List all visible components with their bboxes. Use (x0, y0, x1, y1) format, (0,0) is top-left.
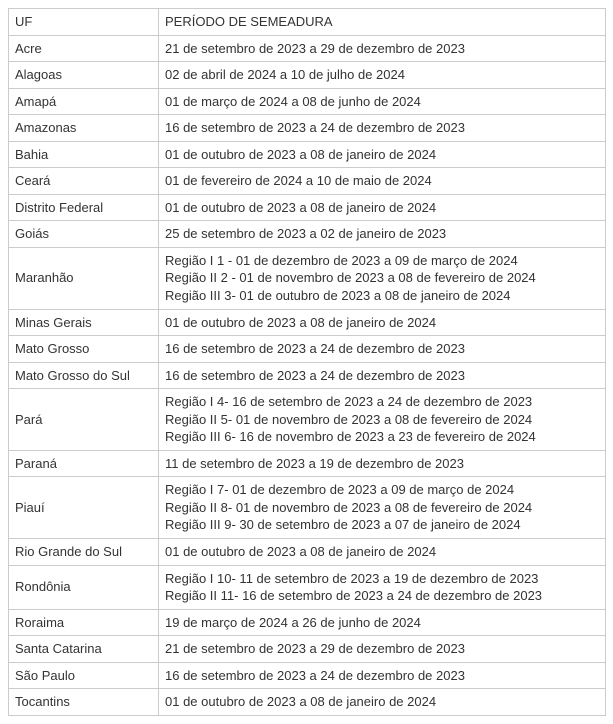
periodo-line: Região III 3- 01 de outubro de 2023 a 08… (165, 287, 599, 305)
periodo-line: 01 de outubro de 2023 a 08 de janeiro de… (165, 146, 599, 164)
table-row: Amazonas 16 de setembro de 2023 a 24 de d… (9, 115, 606, 142)
table-row: Roraima 19 de março de 2024 a 26 de junho… (9, 609, 606, 636)
periodo-line: 11 de setembro de 2023 a 19 de dezembro … (165, 455, 599, 473)
semeadura-table: UF PERÍODO DE SEMEADURA Acre 21 de setemb… (8, 8, 606, 716)
cell-periodo: 21 de setembro de 2023 a 29 de dezembro … (159, 35, 606, 62)
cell-periodo: 11 de setembro de 2023 a 19 de dezembro … (159, 450, 606, 477)
periodo-line: Região III 6- 16 de novembro de 2023 a 2… (165, 428, 599, 446)
periodo-line: 16 de setembro de 2023 a 24 de dezembro … (165, 367, 599, 385)
table-row: Bahia 01 de outubro de 2023 a 08 de janei… (9, 141, 606, 168)
cell-periodo: 25 de setembro de 2023 a 02 de janeiro d… (159, 221, 606, 248)
cell-uf: Bahia (9, 141, 159, 168)
table-row: Acre 21 de setembro de 2023 a 29 de dezem… (9, 35, 606, 62)
table-row: Rio Grande do Sul 01 de outubro de 2023 a… (9, 539, 606, 566)
periodo-line: 16 de setembro de 2023 a 24 de dezembro … (165, 667, 599, 685)
cell-uf: Distrito Federal (9, 194, 159, 221)
cell-periodo: 21 de setembro de 2023 a 29 de dezembro … (159, 636, 606, 663)
table-row: Piauí Região I 7- 01 de dezembro de 2023 … (9, 477, 606, 539)
cell-uf: Paraná (9, 450, 159, 477)
cell-periodo: 01 de outubro de 2023 a 08 de janeiro de… (159, 141, 606, 168)
cell-uf: Ceará (9, 168, 159, 195)
cell-uf: Piauí (9, 477, 159, 539)
periodo-line: Região II 2 - 01 de novembro de 2023 a 0… (165, 269, 599, 287)
cell-uf: Tocantins (9, 689, 159, 716)
cell-periodo: 01 de outubro de 2023 a 08 de janeiro de… (159, 309, 606, 336)
periodo-line: Região I 1 - 01 de dezembro de 2023 a 09… (165, 252, 599, 270)
cell-periodo: 01 de outubro de 2023 a 08 de janeiro de… (159, 194, 606, 221)
cell-periodo: Região I 7- 01 de dezembro de 2023 a 09 … (159, 477, 606, 539)
periodo-line: 16 de setembro de 2023 a 24 de dezembro … (165, 340, 599, 358)
cell-uf: Mato Grosso (9, 336, 159, 363)
cell-periodo: 01 de fevereiro de 2024 a 10 de maio de … (159, 168, 606, 195)
cell-uf: Santa Catarina (9, 636, 159, 663)
cell-uf: Goiás (9, 221, 159, 248)
periodo-line: 21 de setembro de 2023 a 29 de dezembro … (165, 640, 599, 658)
cell-periodo: 16 de setembro de 2023 a 24 de dezembro … (159, 362, 606, 389)
header-periodo: PERÍODO DE SEMEADURA (159, 9, 606, 36)
table-row: Distrito Federal 01 de outubro de 2023 a … (9, 194, 606, 221)
cell-periodo: 01 de outubro de 2023 a 08 de janeiro de… (159, 539, 606, 566)
periodo-line: 25 de setembro de 2023 a 02 de janeiro d… (165, 225, 599, 243)
periodo-line: 01 de outubro de 2023 a 08 de janeiro de… (165, 199, 599, 217)
cell-uf: Alagoas (9, 62, 159, 89)
cell-uf: Minas Gerais (9, 309, 159, 336)
periodo-line: Região II 8- 01 de novembro de 2023 a 08… (165, 499, 599, 517)
periodo-line: 01 de março de 2024 a 08 de junho de 202… (165, 93, 599, 111)
table-row: Minas Gerais 01 de outubro de 2023 a 08 d… (9, 309, 606, 336)
table-row: Ceará 01 de fevereiro de 2024 a 10 de mai… (9, 168, 606, 195)
cell-periodo: Região I 1 - 01 de dezembro de 2023 a 09… (159, 247, 606, 309)
table-row: Amapá 01 de março de 2024 a 08 de junho d… (9, 88, 606, 115)
cell-periodo: 02 de abril de 2024 a 10 de julho de 202… (159, 62, 606, 89)
cell-uf: Acre (9, 35, 159, 62)
cell-periodo: Região I 10- 11 de setembro de 2023 a 19… (159, 565, 606, 609)
periodo-line: 01 de outubro de 2023 a 08 de janeiro de… (165, 693, 599, 711)
table-row: Mato Grosso do Sul 16 de setembro de 2023… (9, 362, 606, 389)
table-row: Santa Catarina 21 de setembro de 2023 a 2… (9, 636, 606, 663)
table-row: Alagoas 02 de abril de 2024 a 10 de julho… (9, 62, 606, 89)
header-uf: UF (9, 9, 159, 36)
cell-periodo: Região I 4- 16 de setembro de 2023 a 24 … (159, 389, 606, 451)
cell-periodo: 01 de outubro de 2023 a 08 de janeiro de… (159, 689, 606, 716)
periodo-line: 01 de outubro de 2023 a 08 de janeiro de… (165, 543, 599, 561)
cell-periodo: 19 de março de 2024 a 26 de junho de 202… (159, 609, 606, 636)
cell-uf: Roraima (9, 609, 159, 636)
periodo-line: 02 de abril de 2024 a 10 de julho de 202… (165, 66, 599, 84)
table-row: Paraná 11 de setembro de 2023 a 19 de dez… (9, 450, 606, 477)
cell-periodo: 16 de setembro de 2023 a 24 de dezembro … (159, 336, 606, 363)
table-row: Maranhão Região I 1 - 01 de dezembro de 2… (9, 247, 606, 309)
cell-uf: Rio Grande do Sul (9, 539, 159, 566)
periodo-line: Região II 11- 16 de setembro de 2023 a 2… (165, 587, 599, 605)
table-row: Goiás 25 de setembro de 2023 a 02 de jane… (9, 221, 606, 248)
periodo-line: Região I 4- 16 de setembro de 2023 a 24 … (165, 393, 599, 411)
cell-uf: São Paulo (9, 662, 159, 689)
table-row: Pará Região I 4- 16 de setembro de 2023 a… (9, 389, 606, 451)
periodo-line: 19 de março de 2024 a 26 de junho de 202… (165, 614, 599, 632)
periodo-line: Região I 10- 11 de setembro de 2023 a 19… (165, 570, 599, 588)
cell-uf: Rondônia (9, 565, 159, 609)
periodo-line: Região I 7- 01 de dezembro de 2023 a 09 … (165, 481, 599, 499)
periodo-line: 01 de outubro de 2023 a 08 de janeiro de… (165, 314, 599, 332)
cell-uf: Amapá (9, 88, 159, 115)
cell-periodo: 16 de setembro de 2023 a 24 de dezembro … (159, 115, 606, 142)
periodo-line: 01 de fevereiro de 2024 a 10 de maio de … (165, 172, 599, 190)
table-row: Mato Grosso 16 de setembro de 2023 a 24 d… (9, 336, 606, 363)
cell-uf: Mato Grosso do Sul (9, 362, 159, 389)
cell-uf: Maranhão (9, 247, 159, 309)
cell-uf: Amazonas (9, 115, 159, 142)
table-header-row: UF PERÍODO DE SEMEADURA (9, 9, 606, 36)
table-row: São Paulo 16 de setembro de 2023 a 24 de … (9, 662, 606, 689)
cell-periodo: 01 de março de 2024 a 08 de junho de 202… (159, 88, 606, 115)
table-row: Tocantins 01 de outubro de 2023 a 08 de j… (9, 689, 606, 716)
cell-periodo: 16 de setembro de 2023 a 24 de dezembro … (159, 662, 606, 689)
periodo-line: Região III 9- 30 de setembro de 2023 a 0… (165, 516, 599, 534)
cell-uf: Pará (9, 389, 159, 451)
periodo-line: Região II 5- 01 de novembro de 2023 a 08… (165, 411, 599, 429)
periodo-line: 21 de setembro de 2023 a 29 de dezembro … (165, 40, 599, 58)
periodo-line: 16 de setembro de 2023 a 24 de dezembro … (165, 119, 599, 137)
table-row: Rondônia Região I 10- 11 de setembro de 2… (9, 565, 606, 609)
table-body: UF PERÍODO DE SEMEADURA Acre 21 de setemb… (9, 9, 606, 716)
